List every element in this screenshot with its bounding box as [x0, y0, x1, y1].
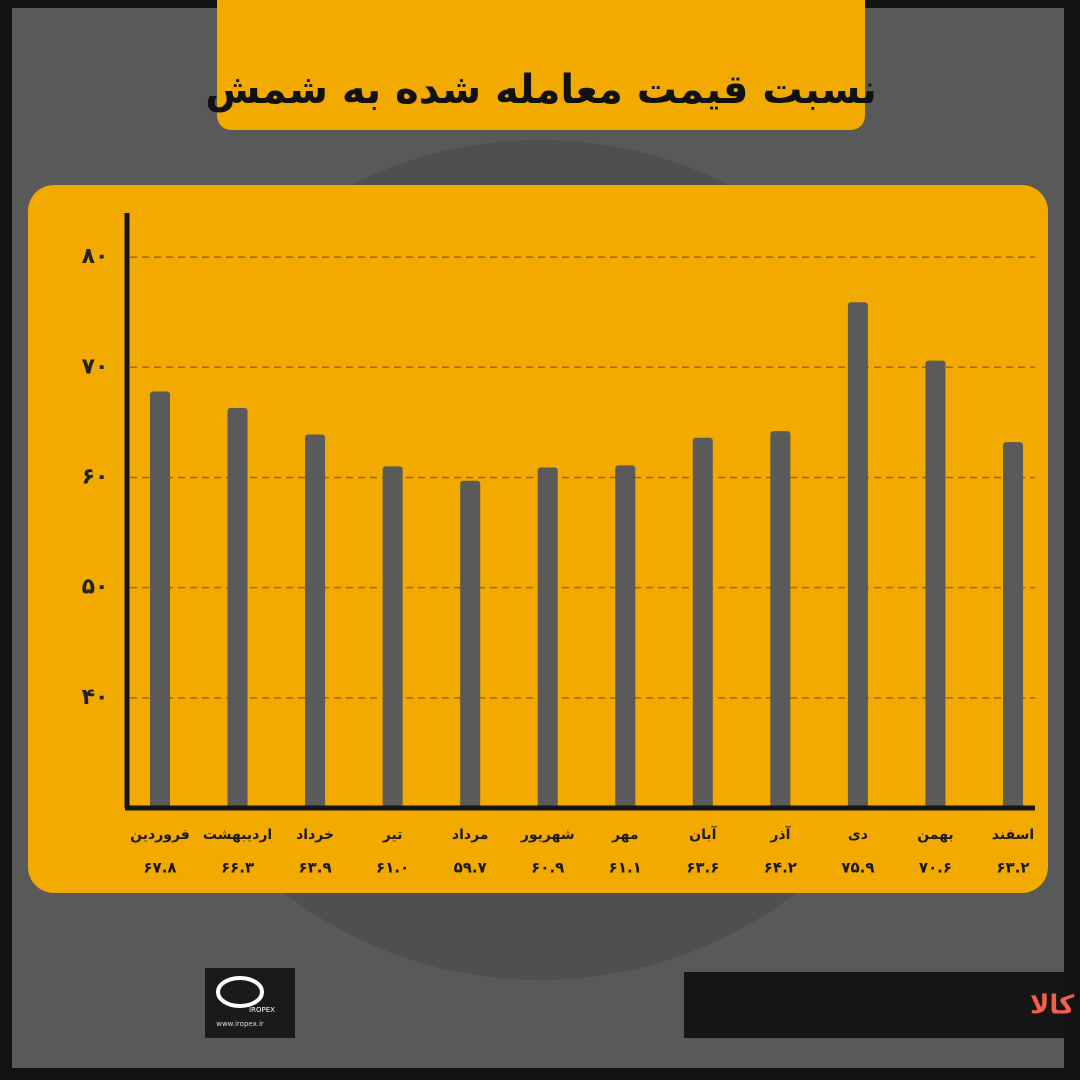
x-tick-label: بهمن — [917, 827, 953, 843]
value-label: ۶۱.۰ — [376, 859, 409, 877]
caption-box — [684, 972, 1064, 1038]
bar — [460, 480, 481, 808]
x-tick-label: آبان — [689, 825, 717, 843]
x-tick-label: فروردین — [130, 827, 190, 843]
bar — [1003, 442, 1023, 808]
plot-area: ۴۰ ۵۰ ۶۰ ۷۰ ۸۰ فروردین ۶۷.۸ اردیبهشت ۶۶.۳ خرداد ۶۳… — [82, 244, 1035, 877]
title-box — [217, 0, 865, 130]
logo-url: www.iropex.ir — [216, 1020, 264, 1028]
chart-title: نسبت قیمت معامله شده به شمش — [205, 67, 876, 113]
x-tick-label: مرداد — [452, 827, 489, 843]
bar — [305, 434, 326, 808]
value-label: ۷۰.۶ — [919, 859, 952, 877]
bar — [150, 391, 170, 808]
bar — [847, 302, 868, 808]
x-tick-label: شهریور — [520, 827, 575, 843]
value-label: ۶۶.۳ — [221, 859, 254, 877]
bar — [692, 437, 713, 808]
value-label: ۷۵.۹ — [841, 859, 874, 877]
bar — [537, 467, 558, 808]
bar — [770, 431, 791, 808]
y-tick-label: ۷۰ — [82, 354, 109, 379]
bar — [925, 360, 946, 808]
value-label: ۶۱.۱ — [609, 859, 642, 877]
y-tick-label: ۶۰ — [82, 464, 109, 489]
y-tick-label: ۵۰ — [82, 575, 109, 600]
value-label: ۶۷.۸ — [143, 859, 176, 877]
x-tick-label: اردیبهشت — [203, 827, 272, 843]
y-tick-label: ۴۰ — [82, 685, 109, 710]
footer-caption: اسفنجی سال ۱۴۰۱ بورس کالا — [1030, 991, 1080, 1021]
y-tick-label: ۸۰ — [82, 244, 109, 269]
value-label: ۶۳.۶ — [686, 859, 719, 877]
value-label: ۵۹.۷ — [454, 859, 487, 877]
logo-icon — [216, 976, 264, 1008]
x-tick-label: تیر — [382, 827, 403, 843]
bar — [382, 466, 403, 808]
x-tick-label: خرداد — [296, 827, 334, 843]
value-label: ۶۳.۲ — [996, 859, 1029, 877]
bar — [227, 408, 248, 808]
bar — [615, 465, 636, 808]
x-tick-label: آذر — [769, 825, 791, 843]
value-label: ۶۳.۹ — [299, 859, 332, 877]
x-tick-label: مهر — [611, 827, 639, 843]
x-tick-label: اسفند — [992, 827, 1034, 843]
value-label: ۶۴.۲ — [764, 859, 797, 877]
x-tick-label: دی — [848, 827, 868, 843]
value-label: ۶۰.۹ — [531, 859, 564, 877]
logo-text: IROPEX — [249, 1006, 275, 1014]
